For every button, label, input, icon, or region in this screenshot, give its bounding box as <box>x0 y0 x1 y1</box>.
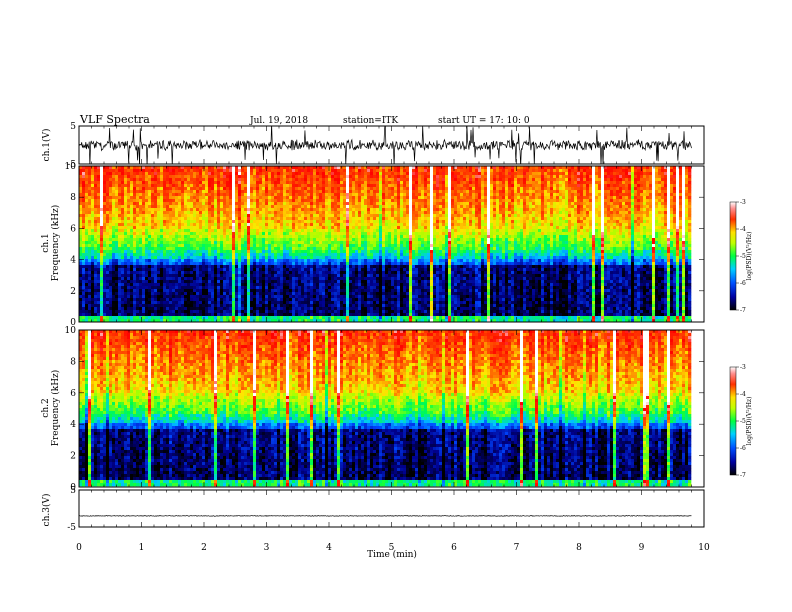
header-station: station=ITK <box>343 116 398 126</box>
ch1-waveform-ytick-label: 5 <box>70 122 76 132</box>
ch2-colorbar-tick-label: -7 <box>740 472 746 479</box>
time-tick-label: 4 <box>326 543 332 553</box>
time-tick-label: 9 <box>639 543 645 553</box>
ch1-spectrogram-ytick-label: 8 <box>70 193 76 203</box>
time-tick-label: 1 <box>139 543 145 553</box>
ch1-waveform-ylabel: ch.1(V) <box>41 129 52 162</box>
ch2-spectrogram-ytick-label: 0 <box>70 483 76 493</box>
ch2-colorbar-tick-label: -4 <box>740 391 746 398</box>
ch2-spectrogram-ytick-label: 10 <box>65 326 77 336</box>
time-tick-label: 2 <box>201 543 207 553</box>
ch1-colorbar: -3 -4 -5 -6 -7 log(PSD)(V²/Hz) <box>729 199 753 314</box>
spectrogram-ch1-panel: 0 2 4 6 8 10 <box>65 162 705 328</box>
ch2-colorbar: -3 -4 -5 -6 -7 log(PSD)(V²/Hz) <box>729 364 753 479</box>
ch1-spectrogram-ylabel: Frequency (kHz) <box>50 205 61 282</box>
time-tick-label: 6 <box>451 543 457 553</box>
ch2-spectrogram-ylabel: Frequency (kHz) <box>50 370 61 447</box>
ch2-colorbar-ramp <box>729 366 737 476</box>
ch1-spectrogram-ytick-label: 10 <box>65 162 77 172</box>
ch1-spectrogram-ytick-label: 4 <box>70 256 76 266</box>
waveform-ch3-panel: 5-50 1 2 3 4 5 6 7 8 9 10 <box>67 486 710 553</box>
time-tick-label: 8 <box>576 543 582 553</box>
ch2-colorbar-tick-label: -3 <box>740 364 746 371</box>
ch2-spectrogram-image <box>79 330 692 487</box>
ch2-spectrogram-ytick-label: 2 <box>70 452 76 462</box>
ch1-spectrogram-image <box>79 166 692 323</box>
ch1-colorbar-ramp <box>729 201 737 311</box>
header-date: Jul. 19, 2018 <box>249 116 308 126</box>
waveform-ch1-panel: 5 -5 <box>67 122 705 170</box>
ch1-colorbar-label: log(PSD)(V²/Hz) <box>746 232 753 281</box>
spectrogram-ch2-panel: 0 2 4 6 8 10 <box>65 326 705 493</box>
time-tick-label: 5 <box>389 543 395 553</box>
ch2-spectrogram-ylabel-channel: ch.2 <box>41 398 51 417</box>
time-tick-label: 3 <box>264 543 270 553</box>
ch2-spectrogram-ytick-label: 8 <box>70 357 76 367</box>
ch1-spectrogram-ylabel-channel: ch.1 <box>41 233 51 252</box>
ch1-spectrogram-ytick-label: 6 <box>70 224 76 234</box>
ch2-colorbar-tick-label: -5 <box>740 418 746 425</box>
ch3-waveform-trace <box>79 515 692 517</box>
ch1-colorbar-tick-label: -3 <box>740 199 746 206</box>
header-start-time: start UT = 17: 10: 0 <box>438 116 530 126</box>
ch3-waveform-frame <box>78 489 705 528</box>
ch2-colorbar-label: log(PSD)(V²/Hz) <box>746 397 753 446</box>
time-tick-label: 0 <box>76 543 82 553</box>
time-tick-label: 7 <box>514 543 520 553</box>
ch2-colorbar-tick-label: -6 <box>740 445 746 452</box>
ch1-colorbar-tick-label: -6 <box>740 280 746 287</box>
ch2-spectrogram-ytick-label: 6 <box>70 389 76 399</box>
ch2-spectrogram-ytick-label: 4 <box>70 420 76 430</box>
ch1-waveform-ytick-label: -5 <box>67 160 76 170</box>
ch1-colorbar-tick-label: -7 <box>740 307 746 314</box>
ch1-waveform-trace <box>79 126 692 164</box>
time-tick-label: 10 <box>698 543 710 553</box>
ch3-waveform-ytick-label: -5 <box>67 523 76 533</box>
ch3-waveform-ytick-label: 5 <box>70 486 76 496</box>
ch1-colorbar-tick-label: -5 <box>740 253 746 260</box>
ch1-colorbar-tick-label: -4 <box>740 226 746 233</box>
ch3-waveform-ylabel: ch.3(V) <box>41 494 52 527</box>
time-axis-label: Time (min) <box>367 549 417 560</box>
ch1-spectrogram-ytick-label: 0 <box>70 318 76 328</box>
ch1-spectrogram-ytick-label: 2 <box>70 287 76 297</box>
figure-title: VLF Spectra <box>79 113 150 126</box>
